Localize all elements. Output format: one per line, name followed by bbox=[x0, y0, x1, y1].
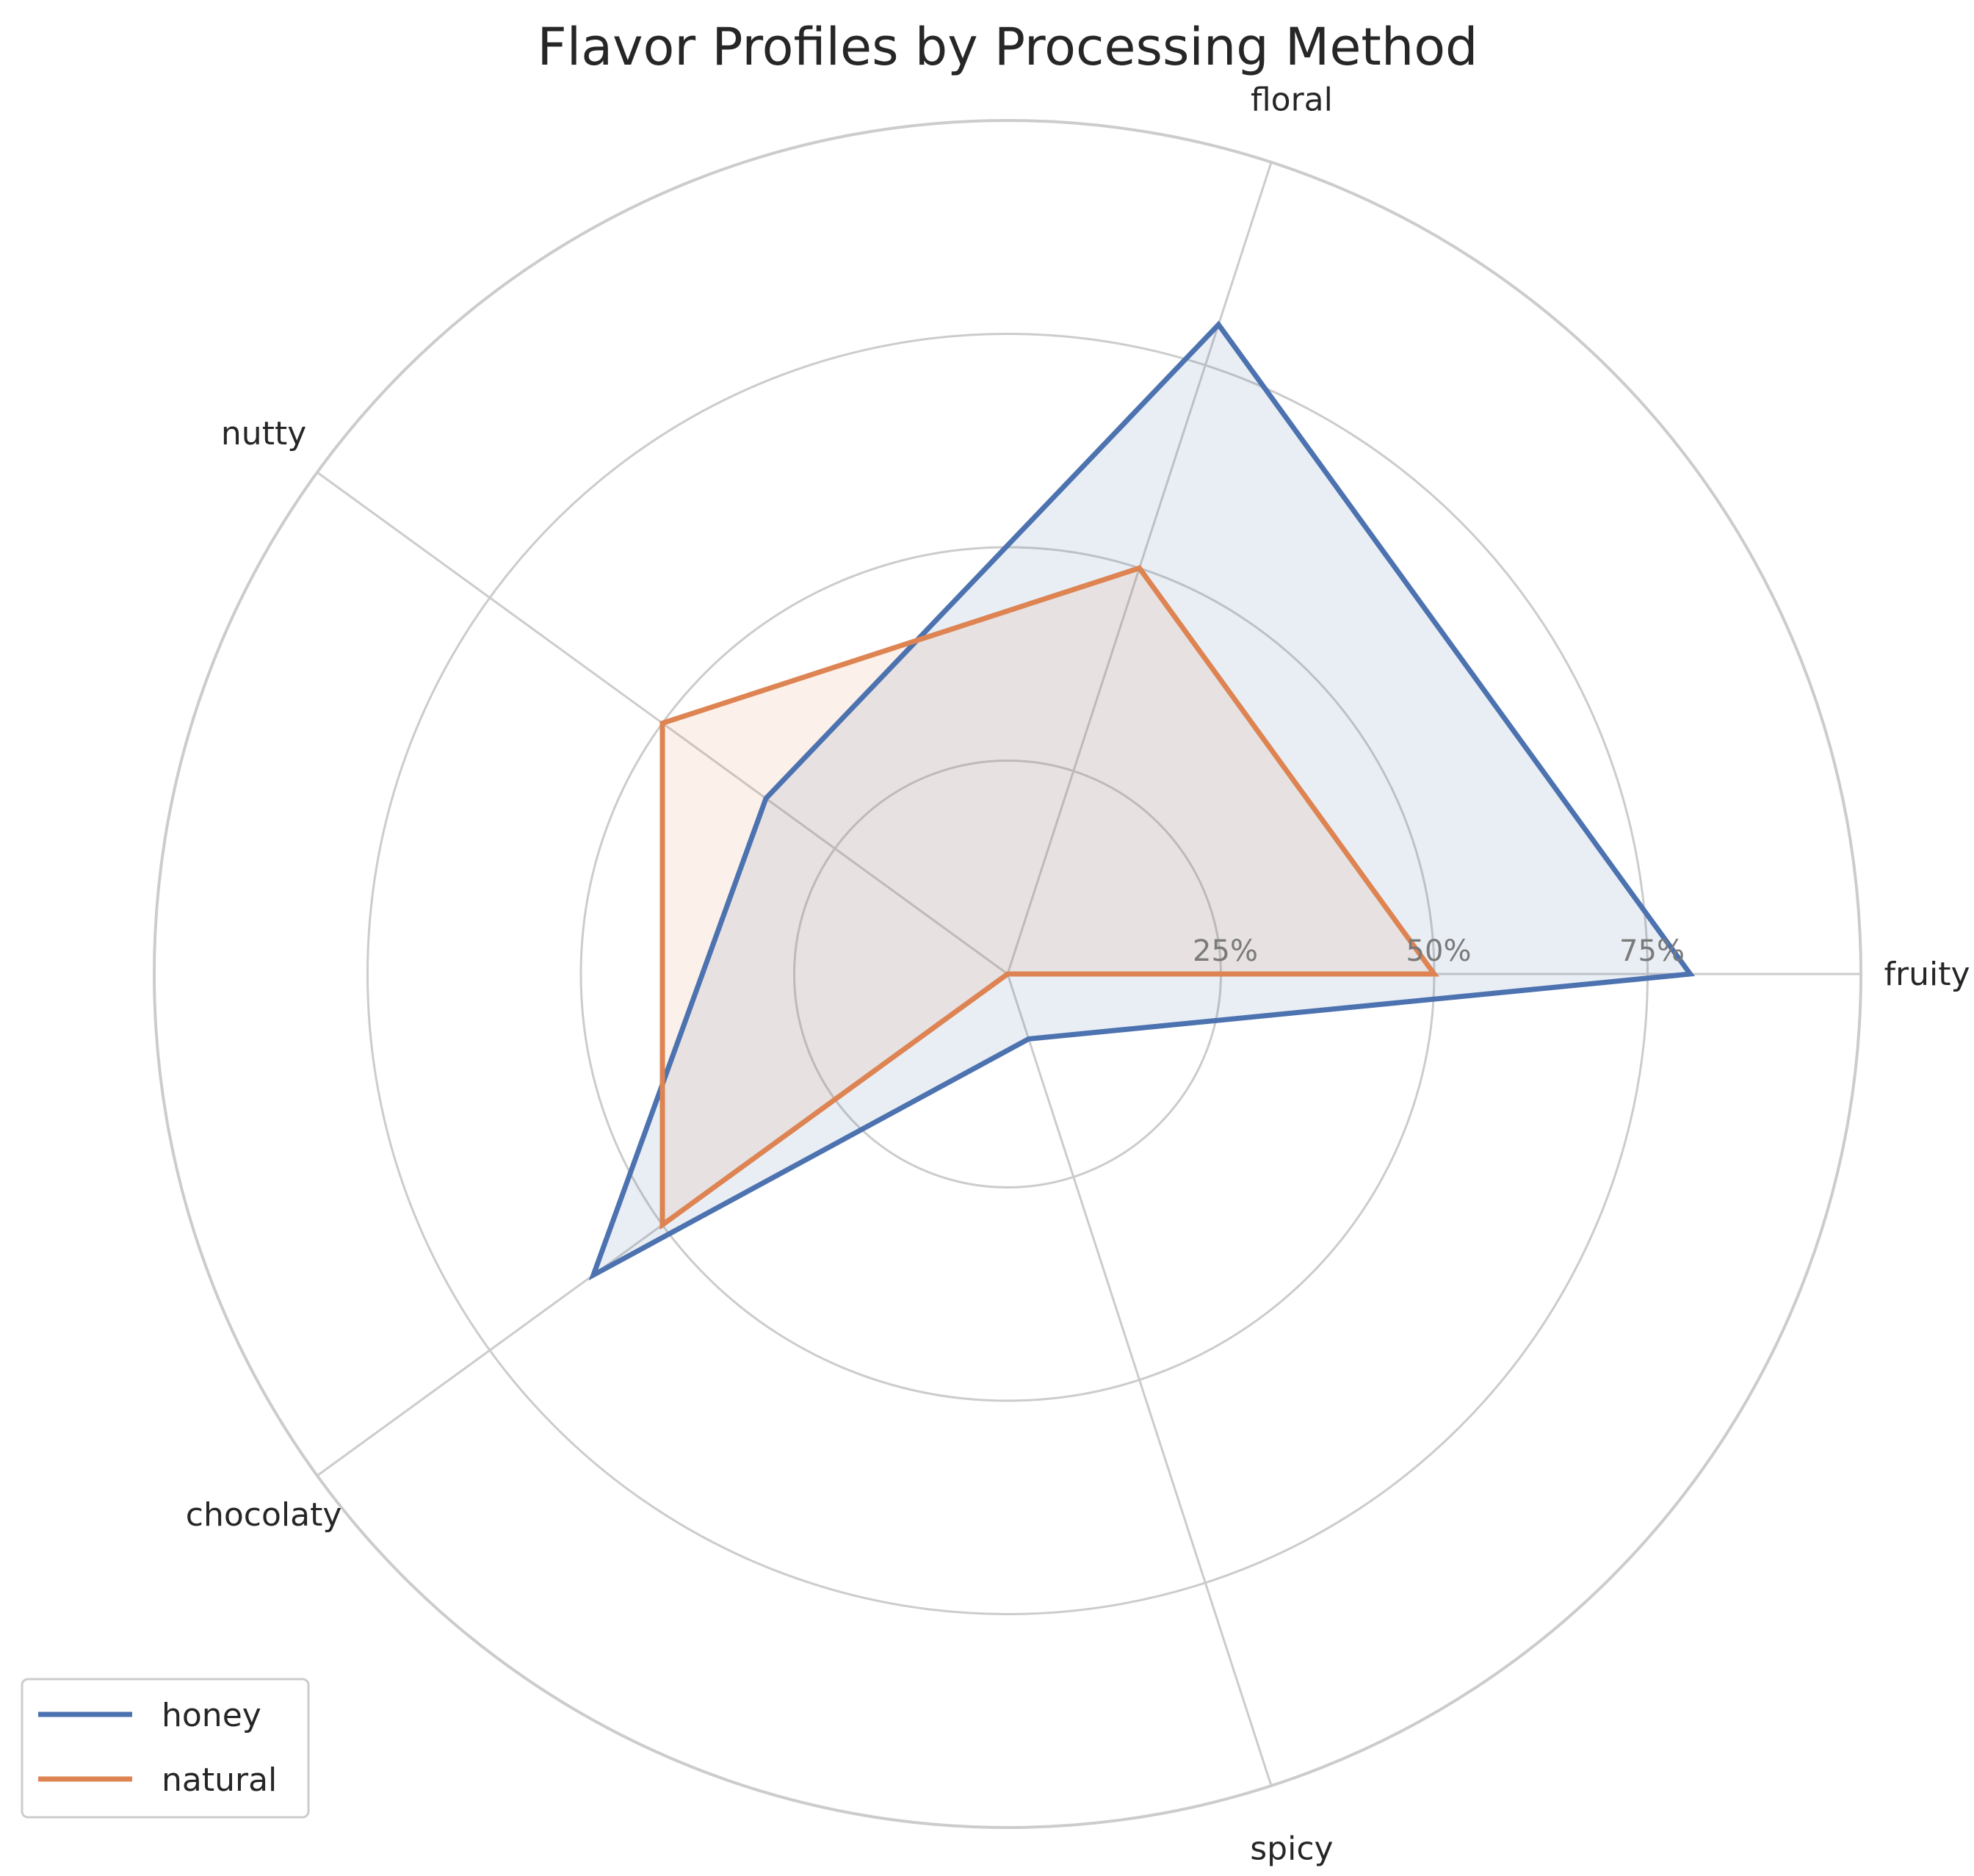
chart-title: Flavor Profiles by Processing Method bbox=[538, 17, 1478, 77]
legend-label-honey: honey bbox=[162, 1697, 261, 1734]
legend: honey natural bbox=[21, 1678, 310, 1819]
category-label-nutty: nutty bbox=[221, 415, 306, 452]
axis-spoke-spicy bbox=[1006, 973, 1273, 1786]
category-label-spicy: spicy bbox=[1250, 1830, 1333, 1868]
category-label-chocolaty: chocolaty bbox=[186, 1496, 342, 1534]
series-fill-natural bbox=[662, 568, 1434, 1225]
category-label-fruity: fruity bbox=[1884, 956, 1970, 993]
series-line-honey bbox=[588, 320, 1696, 1281]
label-layer: 25% 50% 75% fruity floral nutty chocolaty spicy bbox=[186, 81, 1970, 1867]
series-layer bbox=[588, 320, 1696, 1281]
series-line-natural bbox=[659, 565, 1439, 1230]
category-label-floral: floral bbox=[1251, 81, 1333, 118]
radial-tick-label: 50% bbox=[1406, 934, 1472, 968]
series-fill-honey bbox=[593, 324, 1691, 1275]
radial-tick-label: 25% bbox=[1193, 934, 1258, 968]
legend-label-natural: natural bbox=[162, 1761, 277, 1799]
radial-tick-label: 75% bbox=[1619, 934, 1685, 968]
